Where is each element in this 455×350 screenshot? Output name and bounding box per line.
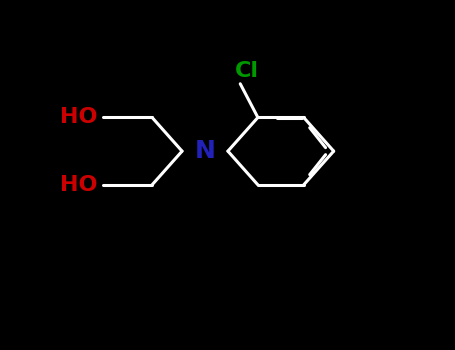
Text: HO: HO <box>60 175 97 195</box>
Text: Cl: Cl <box>235 61 259 81</box>
Text: HO: HO <box>60 107 97 127</box>
Text: N: N <box>195 139 215 163</box>
